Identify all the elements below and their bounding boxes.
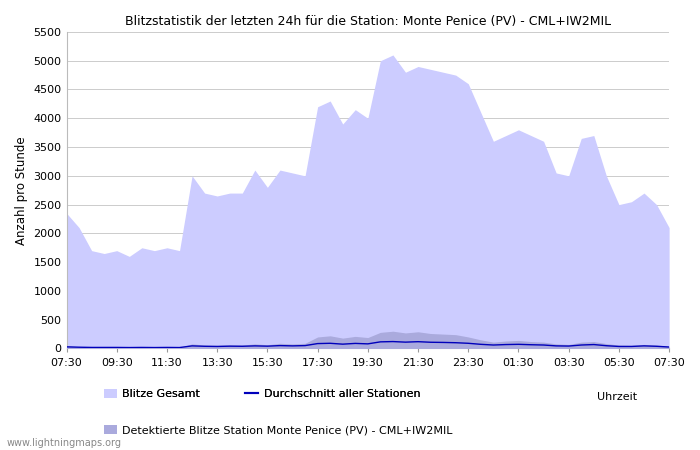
Y-axis label: Anzahl pro Stunde: Anzahl pro Stunde [15, 136, 28, 244]
Text: Uhrzeit: Uhrzeit [597, 392, 637, 402]
Title: Blitzstatistik der letzten 24h für die Station: Monte Penice (PV) - CML+IW2MIL: Blitzstatistik der letzten 24h für die S… [125, 15, 611, 28]
Text: www.lightningmaps.org: www.lightningmaps.org [7, 438, 122, 448]
Legend: Detektierte Blitze Station Monte Penice (PV) - CML+IW2MIL: Detektierte Blitze Station Monte Penice … [104, 425, 453, 436]
Legend: Blitze Gesamt, Durchschnitt aller Stationen: Blitze Gesamt, Durchschnitt aller Statio… [104, 389, 420, 400]
